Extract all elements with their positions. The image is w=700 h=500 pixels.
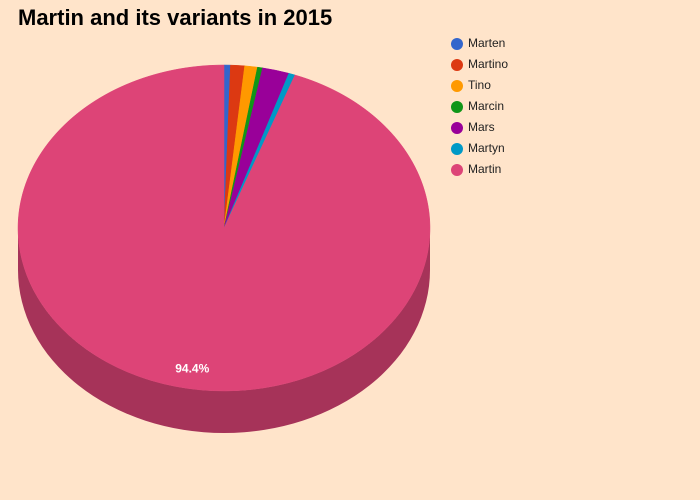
legend-marker: [451, 122, 463, 134]
legend-marker: [451, 101, 463, 113]
slice: [17, 64, 431, 392]
legend-label: Martin: [468, 162, 501, 176]
legend-label: Tino: [468, 78, 491, 92]
legend-label: Martino: [468, 57, 508, 71]
legend-label: Marten: [468, 36, 505, 50]
chart-title: Martin and its variants in 2015: [18, 5, 332, 30]
legend-label: Marcin: [468, 99, 504, 113]
value-label: 94.4%: [175, 361, 209, 375]
legend-marker: [451, 80, 463, 92]
legend-marker: [451, 38, 463, 50]
slice-side: [18, 228, 430, 433]
legend-label: Mars: [468, 120, 495, 134]
legend-marker: [451, 59, 463, 71]
legend-label: Martyn: [468, 141, 505, 155]
legend-marker: [451, 143, 463, 155]
legend-marker: [451, 164, 463, 176]
